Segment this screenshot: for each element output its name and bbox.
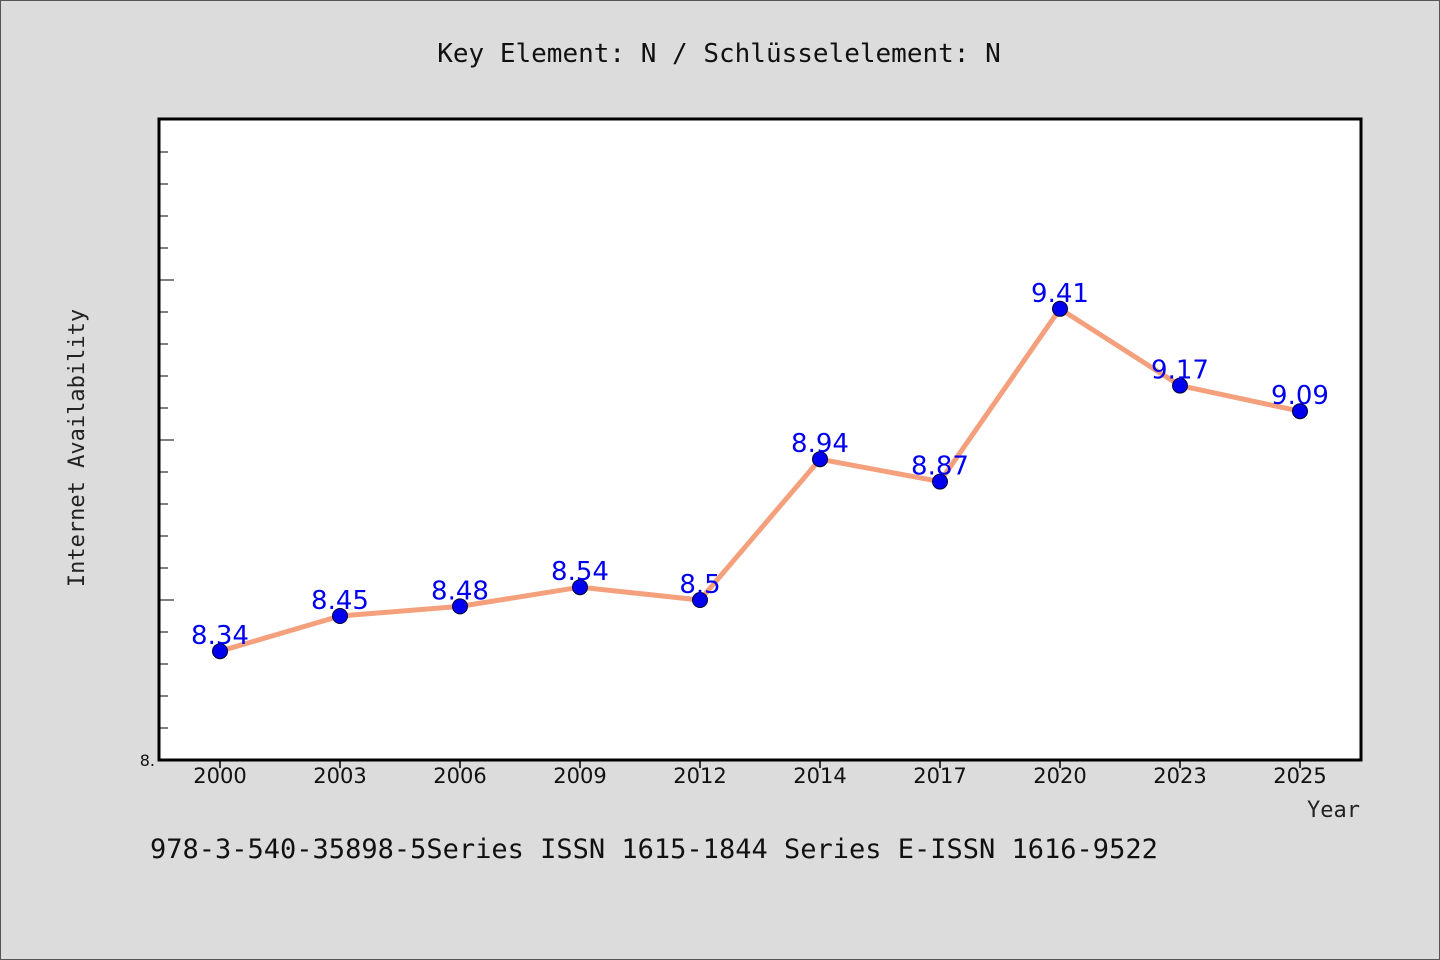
- data-label: 9.09: [1271, 381, 1329, 411]
- x-tick-label: 2017: [913, 764, 966, 788]
- x-tick-label: 2023: [1153, 764, 1206, 788]
- data-point: [452, 598, 468, 615]
- chart-title: Key Element: N / Schlüsselelement: N: [437, 39, 1001, 69]
- data-labels: 8.34 8.45 8.48 8.54 8.5 8.94 8.87 9.41 9.17 9.09: [191, 279, 1329, 651]
- x-tick-label: 2009: [553, 764, 606, 788]
- data-point: [572, 579, 588, 596]
- data-point: [692, 592, 708, 608]
- data-point: [932, 473, 948, 490]
- plot-area: [157, 117, 1363, 762]
- footer-isbn-issn: 978-3-540-35898-5Series ISSN 1615-1844 S…: [150, 834, 1158, 865]
- data-point: [212, 643, 228, 660]
- data-point: [1052, 300, 1068, 317]
- y-axis-label: Internet Availability: [65, 309, 90, 587]
- x-tick-label: 2025: [1273, 764, 1326, 788]
- x-tick-label: 2020: [1033, 764, 1086, 788]
- data-label: 8.94: [791, 429, 849, 459]
- x-tick-label: 2014: [793, 764, 846, 788]
- data-point: [1172, 377, 1188, 394]
- x-tick-label: 2012: [673, 764, 726, 788]
- y-tick-label: 8.: [140, 751, 155, 770]
- x-tick-label: 2000: [193, 764, 246, 788]
- data-label: 8.34: [191, 621, 249, 651]
- x-tick-label: 2003: [313, 764, 366, 788]
- data-point: [1292, 403, 1308, 420]
- x-tick-label: 2006: [433, 764, 486, 788]
- x-axis-label: Year: [1307, 798, 1360, 823]
- data-label: 9.41: [1031, 279, 1089, 309]
- x-ticks: 2000 2003 2006 2009 2012 2014 2017 2020 2023 2025: [193, 760, 1327, 788]
- data-label: 8.5: [679, 570, 720, 600]
- data-label: 8.87: [911, 452, 969, 482]
- data-label: 8.54: [551, 557, 609, 587]
- data-label: 8.45: [311, 586, 369, 616]
- y-ticks: [160, 151, 174, 729]
- data-label: 8.48: [431, 576, 489, 606]
- data-point: [332, 608, 348, 624]
- series-layer: [212, 300, 1308, 660]
- data-label: 9.17: [1151, 356, 1209, 386]
- series-line: [217, 306, 1303, 654]
- data-point: [812, 451, 828, 468]
